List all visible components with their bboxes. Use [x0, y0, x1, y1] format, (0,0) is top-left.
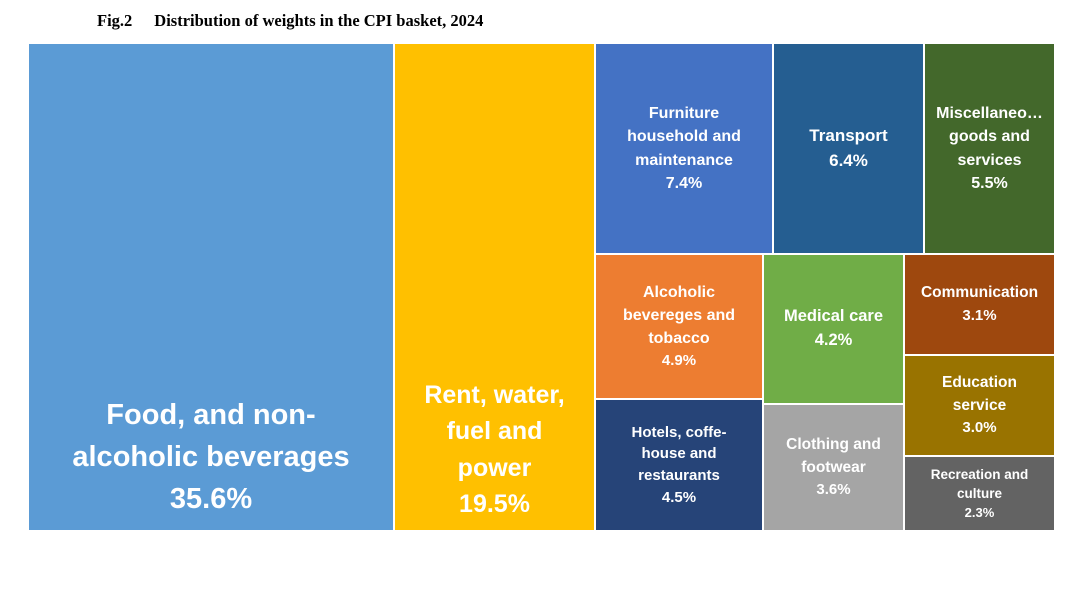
treemap-tile-alcoholic-bevereges-and-tobacco: Alcoholic bevereges and tobacco 4.9% [595, 254, 763, 399]
treemap-tile-rent-water-fuel-and-power: Rent, water, fuel and power 19.5% [394, 43, 595, 531]
tile-label: Communication [920, 284, 1039, 302]
tile-label: Recreation and culture [930, 466, 1029, 502]
chart-title: Fig.2 Distribution of weights in the CPI … [97, 11, 483, 31]
treemap-tile-medical-care: Medical care 4.2% [763, 254, 904, 404]
tile-value-label: 2.3% [964, 504, 995, 520]
treemap-tile-hotels-coffe-house-and-restaurants: Hotels, coffe- house and restaurants 4.5% [595, 399, 763, 531]
tile-value-label: 6.4% [829, 150, 868, 170]
tile-value-label: 4.9% [661, 352, 697, 370]
tile-value-label: 5.5% [971, 174, 1008, 192]
treemap-tile-clothing-and-footwear: Clothing and footwear 3.6% [763, 404, 904, 531]
treemap-chart: Food, and non- alcoholic beverages 35.6% R… [28, 43, 1055, 531]
treemap-tile-food-and-non-alcoholic-beverages: Food, and non- alcoholic beverages 35.6% [28, 43, 394, 531]
tile-label: Rent, water, fuel and power [424, 381, 565, 482]
tile-value-label: 3.0% [962, 419, 997, 437]
tile-label: Transport [809, 125, 888, 145]
tile-label: Hotels, coffe- house and restaurants [631, 423, 727, 485]
treemap-tile-education-service: Education service 3.0% [904, 355, 1055, 456]
tile-value-label: 4.5% [661, 488, 697, 506]
treemap-tile-furniture-household-and-maintenance: Furniture household and maintenance 7.4% [595, 43, 773, 254]
tile-label: Education service [942, 374, 1017, 414]
treemap-tile-recreation-and-culture: Recreation and culture 2.3% [904, 456, 1055, 531]
tile-label: Miscellaneo… goods and services [936, 105, 1043, 169]
figure-number: Fig.2 [97, 11, 133, 30]
tile-value-label: 3.1% [962, 306, 997, 324]
tile-value-label: 35.6% [169, 482, 253, 515]
treemap-tile-communication: Communication 3.1% [904, 254, 1055, 355]
tile-value-label: 4.2% [814, 331, 853, 349]
tile-value-label: 3.6% [816, 481, 851, 499]
tile-value-label: 19.5% [459, 489, 530, 518]
tile-label: Alcoholic bevereges and tobacco [622, 283, 736, 348]
tile-label: Clothing and footwear [786, 436, 881, 476]
tile-label: Furniture household and maintenance [627, 105, 741, 169]
tile-value-label: 7.4% [665, 174, 703, 192]
tile-label: Food, and non- alcoholic beverages [72, 398, 350, 473]
treemap-tile-miscellaneo-goods-and-services: Miscellaneo… goods and services 5.5% [924, 43, 1055, 254]
tile-label: Medical care [783, 307, 884, 326]
chart-title-text: Distribution of weights in the CPI baske… [154, 11, 484, 30]
treemap-tile-transport: Transport 6.4% [773, 43, 924, 254]
